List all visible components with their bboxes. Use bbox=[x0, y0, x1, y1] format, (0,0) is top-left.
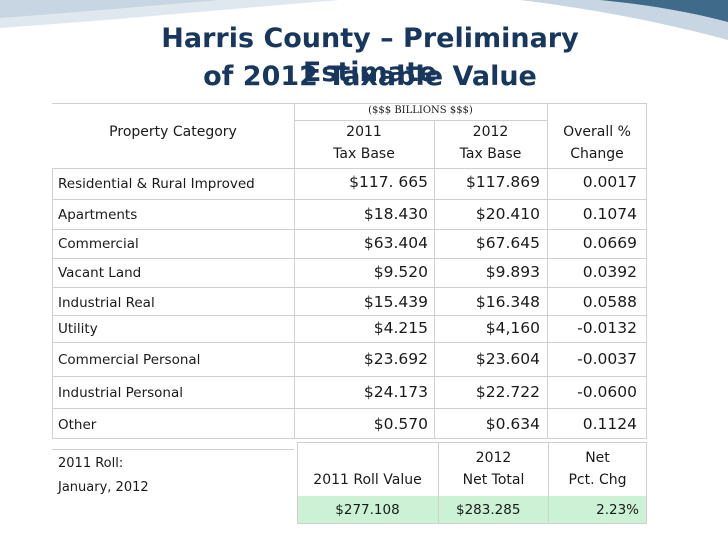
change-cell: 0.1074 bbox=[582, 205, 637, 223]
summary-roll-value: $277.108 bbox=[335, 502, 400, 518]
value-2012-cell: $20.410 bbox=[475, 205, 540, 223]
summary-bottom-border bbox=[297, 523, 647, 524]
row-divider bbox=[52, 258, 647, 259]
header-2012-year: 2012 bbox=[472, 124, 509, 140]
col-divider-right bbox=[646, 103, 647, 438]
category-cell: Residential & Rural Improved bbox=[58, 176, 255, 192]
row-divider bbox=[52, 342, 647, 343]
row-divider bbox=[52, 315, 647, 316]
row-divider bbox=[52, 287, 647, 288]
roll-date: January, 2012 bbox=[58, 480, 149, 495]
header-2011-year: 2011 bbox=[346, 124, 382, 140]
category-cell: Other bbox=[58, 417, 97, 433]
units-divider bbox=[294, 120, 547, 121]
category-cell: Utility bbox=[58, 321, 98, 337]
category-cell: Industrial Real bbox=[58, 295, 155, 311]
summary-left-top-border bbox=[52, 449, 294, 450]
row-divider bbox=[52, 168, 647, 169]
slide-title-line1: Harris County – Preliminary Estimate bbox=[161, 23, 579, 88]
category-cell: Industrial Personal bbox=[58, 385, 183, 401]
summary-divider-1 bbox=[297, 442, 298, 524]
table-top-border bbox=[52, 103, 647, 104]
slide-title-line2: of 2012 Taxable Value bbox=[203, 61, 537, 92]
col-divider-3 bbox=[547, 103, 548, 438]
slide-decoration bbox=[0, 0, 728, 40]
summary-header-top-border bbox=[297, 442, 647, 443]
header-overall-change-b: Change bbox=[570, 146, 624, 162]
value-2011-cell: $117. 665 bbox=[349, 173, 428, 191]
summary-divider-2 bbox=[438, 442, 439, 524]
value-2012-cell: $67.645 bbox=[475, 234, 540, 252]
change-cell: 0.1124 bbox=[582, 415, 637, 433]
category-cell: Commercial bbox=[58, 236, 139, 252]
summary-pct-chg: 2.23% bbox=[596, 502, 639, 518]
value-2012-cell: $0.634 bbox=[485, 415, 540, 433]
row-divider bbox=[52, 229, 647, 230]
header-overall-change-a: Overall % bbox=[563, 124, 631, 140]
category-cell: Vacant Land bbox=[58, 265, 142, 281]
change-cell: 0.0392 bbox=[582, 263, 637, 281]
header-2012-tax-base: Tax Base bbox=[459, 146, 522, 162]
summary-header-roll-value: 2011 Roll Value bbox=[313, 472, 422, 488]
change-cell: -0.0037 bbox=[577, 350, 637, 368]
summary-net-total: $283.285 bbox=[456, 502, 521, 518]
summary-net-total-bg bbox=[439, 496, 548, 523]
row-divider bbox=[52, 408, 647, 409]
value-2012-cell: $4,160 bbox=[485, 319, 540, 337]
summary-divider-3 bbox=[548, 442, 549, 524]
change-cell: 0.0588 bbox=[582, 293, 637, 311]
summary-header-pct-b: Pct. Chg bbox=[568, 472, 627, 488]
value-2011-cell: $63.404 bbox=[363, 234, 428, 252]
value-2011-cell: $23.692 bbox=[363, 350, 428, 368]
summary-header-pct-a: Net bbox=[585, 450, 610, 466]
summary-header-net-total-a: 2012 bbox=[475, 450, 512, 466]
category-cell: Apartments bbox=[58, 207, 138, 223]
summary-header-net-total-b: Net Total bbox=[462, 472, 525, 488]
category-cell: Commercial Personal bbox=[58, 352, 201, 368]
value-2011-cell: $18.430 bbox=[363, 205, 428, 223]
header-2011-tax-base: Tax Base bbox=[333, 146, 395, 162]
change-cell: -0.0132 bbox=[577, 319, 637, 337]
roll-label: 2011 Roll: bbox=[58, 456, 124, 471]
value-2011-cell: $24.173 bbox=[363, 383, 428, 401]
row-divider bbox=[52, 376, 647, 377]
value-2012-cell: $16.348 bbox=[475, 293, 540, 311]
table-bottom-border bbox=[52, 438, 647, 439]
col-divider-2 bbox=[434, 120, 435, 438]
value-2012-cell: $23.604 bbox=[475, 350, 540, 368]
col-divider-left bbox=[52, 168, 53, 438]
summary-divider-right bbox=[646, 442, 647, 524]
value-2012-cell: $9.893 bbox=[485, 263, 540, 281]
units-note: ($$$ BILLIONS $$$) bbox=[368, 105, 473, 116]
change-cell: -0.0600 bbox=[577, 383, 637, 401]
col-divider-1 bbox=[294, 103, 295, 438]
value-2012-cell: $22.722 bbox=[475, 383, 540, 401]
change-cell: 0.0017 bbox=[582, 173, 637, 191]
header-property-category: Property Category bbox=[109, 124, 237, 140]
value-2011-cell: $0.570 bbox=[373, 415, 428, 433]
value-2011-cell: $4.215 bbox=[373, 319, 428, 337]
value-2012-cell: $117.869 bbox=[466, 173, 540, 191]
value-2011-cell: $15.439 bbox=[363, 293, 428, 311]
value-2011-cell: $9.520 bbox=[373, 263, 428, 281]
summary-pct-bg bbox=[549, 496, 646, 523]
row-divider bbox=[52, 199, 647, 200]
change-cell: 0.0669 bbox=[582, 234, 637, 252]
summary-roll-value-bg bbox=[297, 496, 438, 523]
